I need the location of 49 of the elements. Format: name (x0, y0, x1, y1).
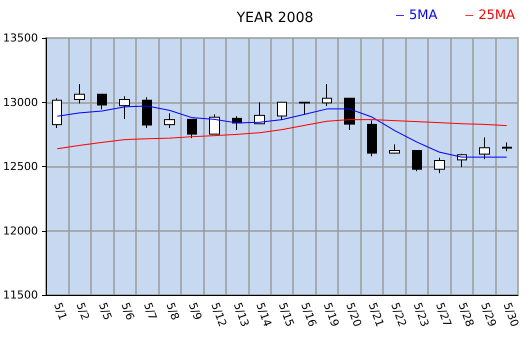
x-tick-label: 5/7 (141, 300, 160, 322)
candlestick (209, 114, 220, 135)
x-tick-label: 5/1 (51, 300, 70, 322)
x-tick-label: 5/6 (118, 300, 137, 322)
x-tick-label: 5/20 (343, 300, 364, 328)
candlestick (299, 102, 310, 116)
x-tick-label: 5/5 (96, 300, 114, 322)
x-tick-label: 5/22 (388, 300, 409, 328)
candlestick (344, 98, 355, 131)
y-tick-label: 12500 (2, 160, 38, 173)
chart-title: YEAR 2008 (236, 10, 314, 26)
candlestick (479, 136, 490, 160)
candlestick (322, 84, 332, 106)
candlestick (434, 157, 445, 174)
x-tick-label: 5/9 (186, 300, 204, 322)
candlestick (74, 84, 85, 104)
candlestick (187, 118, 197, 139)
x-tick-label: 5/21 (366, 300, 386, 328)
y-tick-label: 12000 (2, 224, 38, 238)
candlestick (412, 150, 422, 172)
legend-label: 25MA (478, 8, 516, 23)
x-tick-label: 5/13 (230, 300, 252, 328)
x-tick-label: 5/23 (410, 300, 432, 328)
candlestick (142, 96, 152, 128)
line-series (56, 105, 508, 158)
y-tick-label: 13500 (2, 32, 38, 44)
candlestick (97, 94, 107, 110)
x-tick-label: 5/28 (456, 300, 476, 328)
legend-label: 5MA (408, 8, 438, 23)
candlestick (277, 102, 287, 120)
x-tick-label: 5/15 (276, 300, 297, 328)
candlestick (52, 98, 62, 128)
x-tick-label: 5/16 (298, 300, 320, 328)
y-tick-label: 13000 (2, 96, 38, 109)
candlestick (164, 112, 175, 128)
candlestick (502, 142, 512, 152)
x-tick-label: 5/2 (74, 300, 92, 322)
x-tick-label: 5/29 (478, 300, 499, 328)
x-tick-label: 5/8 (164, 300, 182, 322)
x-tick-label: 5/30 (500, 300, 522, 328)
y-tick-label: 11500 (2, 288, 38, 302)
candlestick (389, 144, 400, 154)
line-series (56, 119, 508, 150)
x-tick-label: 5/12 (208, 300, 230, 328)
candlestick (367, 120, 377, 157)
candlestick (119, 96, 130, 120)
x-tick-label: 5/27 (433, 300, 454, 328)
x-tick-label: 5/19 (320, 300, 342, 328)
x-tick-label: 5/14 (253, 300, 274, 328)
